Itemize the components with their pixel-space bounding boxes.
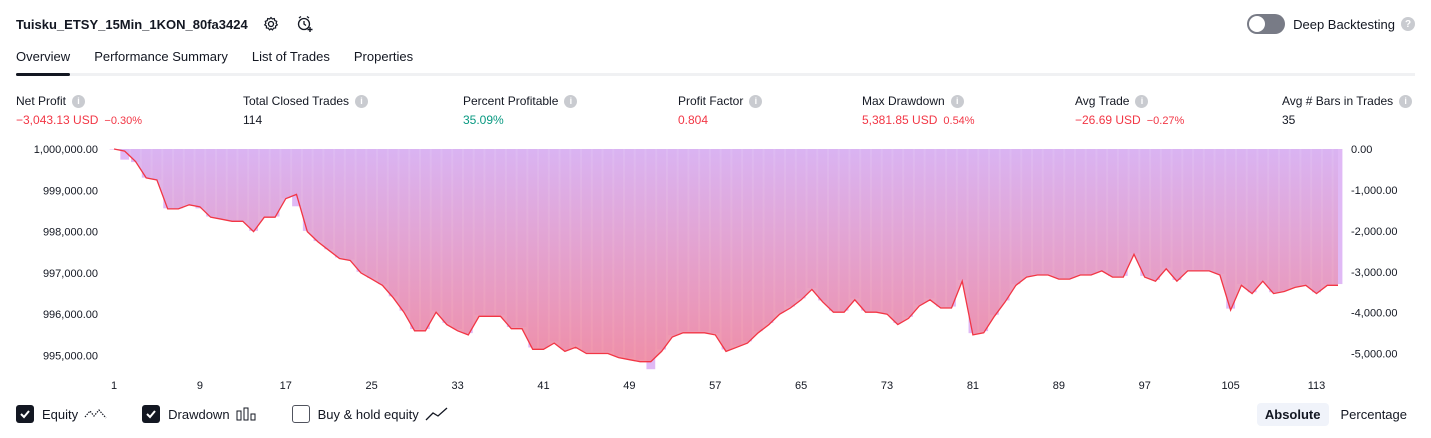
metric-value: −26.69 USD [1075,113,1141,127]
x-tick-label: 33 [451,380,463,392]
metric-label: Avg # Bars in Trades [1282,94,1394,108]
y-left-tick-label: 996,000.00 [43,309,98,321]
legend-equity[interactable]: Equity [16,405,108,423]
equity-checkbox[interactable] [16,405,34,423]
metric-percent: −0.27% [1146,115,1185,127]
info-icon[interactable]: i [749,94,763,108]
x-tick-label: 97 [1139,380,1151,392]
x-tick-label: 81 [967,380,979,392]
x-tick-label: 1 [111,380,117,392]
metric-percent-profitable: Percent Profitable i 35.09% [463,93,578,127]
trend-line-icon [425,407,449,421]
y-axis-left: 1,000,000.00 999,000.00 998,000.00 997,000.… [34,144,98,363]
metric-avg-bars-in-trades: Avg # Bars in Trades i 35 [1282,93,1413,127]
metric-label: Total Closed Trades [243,94,350,108]
info-icon[interactable]: i [355,94,369,108]
drawdown-bars-icon [236,407,258,421]
x-tick-label: 73 [881,380,893,392]
tab-properties[interactable]: Properties [353,49,414,64]
tab-bar: Overview Performance Summary List of Tra… [16,46,1415,76]
x-tick-label: 65 [795,380,807,392]
legend-drawdown-label: Drawdown [168,406,230,422]
y-right-tick-label: 0.00 [1351,144,1372,156]
metric-label: Max Drawdown [862,94,945,108]
legend-buy-hold-label: Buy & hold equity [317,406,419,422]
x-tick-label: 89 [1053,380,1065,392]
x-tick-label: 17 [280,380,292,392]
drawdown-bar [120,149,130,160]
y-axis-right: 0.00 -1,000.00 -2,000.00 -3,000.00 -4,000.00… [1351,144,1397,361]
y-left-tick-label: 999,000.00 [43,185,98,197]
info-icon[interactable]: i [72,94,86,108]
y-left-tick-label: 995,000.00 [43,351,98,363]
legend-equity-label: Equity [42,406,79,422]
metric-label: Net Profit [16,94,67,108]
metric-percent: 0.54% [943,115,975,127]
value-mode-switch: Absolute Percentage [1253,402,1415,426]
header: Tuisku_ETSY_15Min_1KON_80fa3424 Deep Bac… [16,12,1415,36]
metric-profit-factor: Profit Factor i 0.804 [678,93,763,127]
x-tick-label: 57 [709,380,721,392]
legend-buy-hold[interactable]: Buy & hold equity [291,405,449,423]
tab-performance-summary[interactable]: Performance Summary [94,49,228,64]
y-right-tick-label: -5,000.00 [1351,349,1397,361]
help-icon[interactable]: ? [1401,17,1415,31]
deep-backtesting: Deep Backtesting ? [1247,12,1415,36]
y-right-tick-label: -2,000.00 [1351,226,1397,238]
buy-hold-checkbox[interactable] [291,405,310,423]
y-left-tick-label: 1,000,000.00 [34,144,98,156]
metric-percent: −0.30% [104,115,143,127]
equity-drawdown-chart[interactable]: 1,000,000.00 999,000.00 998,000.00 997,000.… [0,138,1431,398]
metric-total-closed-trades: Total Closed Trades i 114 [243,93,369,127]
y-left-tick-label: 997,000.00 [43,268,98,280]
absolute-button[interactable]: Absolute [1256,402,1329,426]
metric-value: −3,043.13 USD [16,113,99,127]
info-icon[interactable]: i [564,94,578,108]
strategy-title: Tuisku_ETSY_15Min_1KON_80fa3424 [16,16,248,32]
metric-avg-trade: Avg Trade i −26.69 USD −0.27% [1075,93,1184,127]
metric-value: 0.804 [678,113,709,127]
deep-backtesting-label: Deep Backtesting [1293,16,1395,32]
x-tick-label: 113 [1308,380,1326,392]
x-tick-label: 105 [1221,380,1239,392]
metric-value: 114 [243,113,263,127]
y-left-tick-label: 998,000.00 [43,227,98,239]
x-tick-label: 41 [537,380,549,392]
deep-backtesting-toggle[interactable] [1247,14,1286,34]
tab-list-of-trades[interactable]: List of Trades [251,49,330,64]
metric-value: 35.09% [463,113,504,127]
equity-line [113,148,1338,363]
info-icon[interactable]: i [1135,94,1149,108]
info-icon[interactable]: i [1399,94,1413,108]
info-icon[interactable]: i [950,94,964,108]
equity-line-icon [84,407,108,421]
y-right-tick-label: -1,000.00 [1351,185,1397,197]
metric-max-drawdown: Max Drawdown i 5,381.85 USD 0.54% [862,93,975,127]
metric-net-profit: Net Profit i −3,043.13 USD −0.30% [16,93,142,127]
chart-legend: Equity Drawdown Buy & hold equity [16,402,483,426]
percentage-button[interactable]: Percentage [1340,406,1408,422]
metric-value: 35 [1282,113,1296,127]
add-alert-icon[interactable] [294,13,316,35]
metrics-row: Net Profit i −3,043.13 USD −0.30% Total Cl… [16,93,1415,133]
legend-drawdown[interactable]: Drawdown [142,405,257,423]
drawdown-checkbox[interactable] [142,405,161,423]
tab-overview[interactable]: Overview [16,46,71,76]
x-tick-label: 9 [197,380,203,392]
x-tick-label: 25 [366,380,378,392]
metric-label: Avg Trade [1075,94,1130,108]
equity-area [114,149,1338,362]
metric-label: Profit Factor [678,94,744,108]
metric-value: 5,381.85 USD [862,113,938,127]
x-tick-label: 49 [623,380,635,392]
settings-icon[interactable] [260,13,282,35]
y-right-tick-label: -3,000.00 [1351,267,1397,279]
y-right-tick-label: -4,000.00 [1351,308,1397,320]
x-axis: 1 9 17 25 33 41 49 57 65 73 81 89 97 105 113 [111,380,1325,392]
metric-label: Percent Profitable [463,94,559,108]
